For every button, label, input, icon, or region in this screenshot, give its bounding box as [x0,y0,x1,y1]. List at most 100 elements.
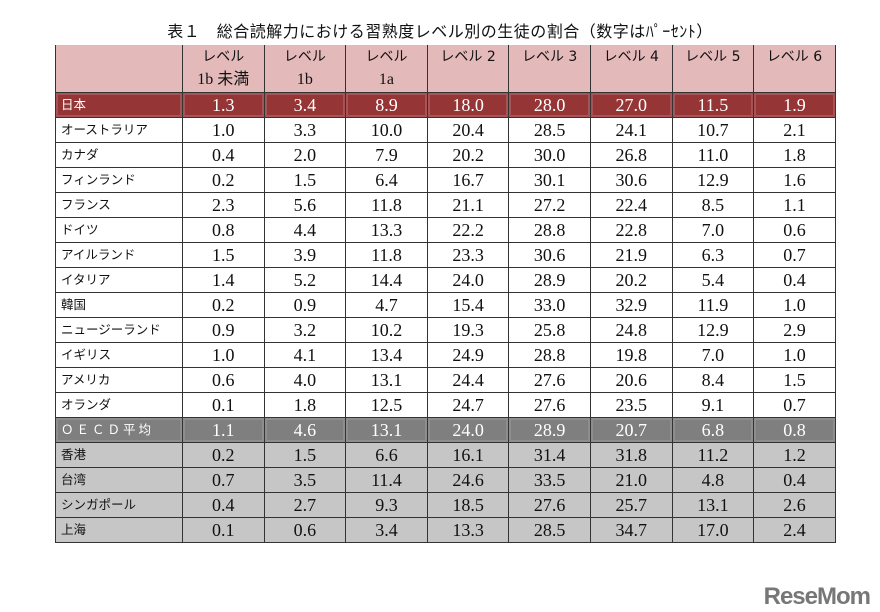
percent-cell: 1.9 [753,92,836,118]
percent-cell: 28.8 [508,342,591,368]
percent-cell: 28.9 [508,417,591,443]
resemom-logo: ReseMom [763,583,871,610]
country-name: カナダ [55,142,183,168]
percent-cell: 1.0 [182,342,265,368]
percent-cell: 33.0 [508,292,591,318]
percent-cell: 19.3 [426,317,510,343]
percent-cell: 3.5 [263,467,347,493]
country-name: シンガポール [55,492,183,518]
percent-cell: 6.6 [345,442,428,468]
percent-cell: 9.3 [345,492,428,518]
percent-cell: 5.4 [671,267,755,293]
percent-cell: 11.8 [345,192,428,218]
column-header: レベル 3 [508,45,591,68]
column-header: レベル 6 [753,45,836,68]
table-row: フランス 2.3 5.6 11.8 21.1 27.2 22.4 8.5 1.1 [55,192,836,218]
percent-cell: 1.5 [753,367,836,393]
percent-cell: 4.4 [263,217,347,243]
header-corner [55,45,183,68]
percent-cell: 1.6 [753,167,836,193]
percent-cell: 1.1 [753,192,836,218]
percent-cell: 24.9 [426,342,510,368]
percent-cell: 1.0 [753,342,836,368]
percent-cell: 1.3 [182,92,265,118]
percent-cell: 0.7 [753,242,836,268]
percent-cell: 23.3 [426,242,510,268]
percent-cell: 13.1 [671,492,755,518]
percent-cell: 24.0 [426,267,510,293]
table-row: オランダ 0.1 1.8 12.5 24.7 27.6 23.5 9.1 0.7 [55,392,836,418]
percent-cell: 30.1 [508,167,591,193]
table-row: フィンランド 0.2 1.5 6.4 16.7 30.1 30.6 12.9 1.6 [55,167,836,193]
percent-cell: 12.5 [345,392,428,418]
column-header: レベル [182,45,265,68]
percent-cell: 10.0 [345,117,428,143]
percent-cell: 3.9 [263,242,347,268]
percent-cell: 14.4 [345,267,428,293]
table-row: イタリア 1.4 5.2 14.4 24.0 28.9 20.2 5.4 0.4 [55,267,836,293]
percent-cell: 1.8 [753,142,836,168]
percent-cell: 0.1 [182,517,265,543]
percent-cell: 27.6 [508,392,591,418]
percent-cell: 20.2 [589,267,673,293]
percent-cell: 26.8 [589,142,673,168]
percent-cell: 1.2 [753,442,836,468]
percent-cell: 13.1 [345,367,428,393]
percent-cell: 18.5 [426,492,510,518]
percent-cell: 18.0 [426,92,510,118]
country-name: 台湾 [55,467,183,493]
percent-cell: 1.4 [182,267,265,293]
percent-cell: 0.6 [182,367,265,393]
percent-cell: 4.0 [263,367,347,393]
percent-cell: 0.4 [753,267,836,293]
percent-cell: 22.4 [589,192,673,218]
table-title: 表１ 総合読解力における習熟度レベル別の生徒の割合（数字はﾊﾟｰｾﾝﾄ） [167,22,713,41]
table-row: ドイツ 0.8 4.4 13.3 22.2 28.8 22.8 7.0 0.6 [55,217,836,243]
country-name: 日本 [55,92,183,118]
table-row: 韓国 0.2 0.9 4.7 15.4 33.0 32.9 11.9 1.0 [55,292,836,318]
percent-cell: 1.0 [182,117,265,143]
percent-cell: 4.8 [671,467,755,493]
header-row: レベル レベル レベル レベル 2 レベル 3 レベル 4 レベル 5 レベル 6 [55,45,836,68]
column-header-sub: 1b 未満 [182,68,265,93]
percent-cell: 27.6 [508,367,591,393]
country-name: イギリス [55,342,183,368]
percent-cell: 31.4 [508,442,591,468]
country-name: アイルランド [55,242,183,268]
percent-cell: 10.7 [671,117,755,143]
percent-cell: 21.1 [426,192,510,218]
percent-cell: 1.8 [263,392,347,418]
header-corner-sub [55,68,183,93]
percent-cell: 1.5 [263,167,347,193]
country-name: フランス [55,192,183,218]
percent-cell: 0.9 [182,317,265,343]
percent-cell: 30.6 [508,242,591,268]
percent-cell: 0.7 [753,392,836,418]
percent-cell: 5.6 [263,192,347,218]
table-row: イギリス 1.0 4.1 13.4 24.9 28.8 19.8 7.0 1.0 [55,342,836,368]
percent-cell: 8.4 [671,367,755,393]
column-header-sub [753,68,836,93]
column-header-sub [671,68,755,93]
country-name: 上海 [55,517,183,543]
percent-cell: 0.6 [263,517,347,543]
column-subtitle: 1b 未満 [197,71,250,88]
percent-cell: 24.1 [589,117,673,143]
percent-cell: 3.4 [345,517,428,543]
country-name: オランダ [55,392,183,418]
percent-cell: 19.8 [589,342,673,368]
percent-cell: 12.9 [671,167,755,193]
percent-cell: 20.6 [589,367,673,393]
percent-cell: 20.2 [426,142,510,168]
percent-cell: 13.1 [345,417,428,443]
column-subtitle: 1a [378,71,395,88]
percent-cell: 11.2 [671,442,755,468]
percent-cell: 21.0 [589,467,673,493]
table-row: オーストラリア 1.0 3.3 10.0 20.4 28.5 24.1 10.7 2.1 [55,117,836,143]
percent-cell: 3.3 [263,117,347,143]
percent-cell: 0.9 [263,292,347,318]
percent-cell: 32.9 [589,292,673,318]
country-name: アメリカ [55,367,183,393]
percent-cell: 28.0 [508,92,591,118]
percent-cell: 1.1 [182,417,265,443]
